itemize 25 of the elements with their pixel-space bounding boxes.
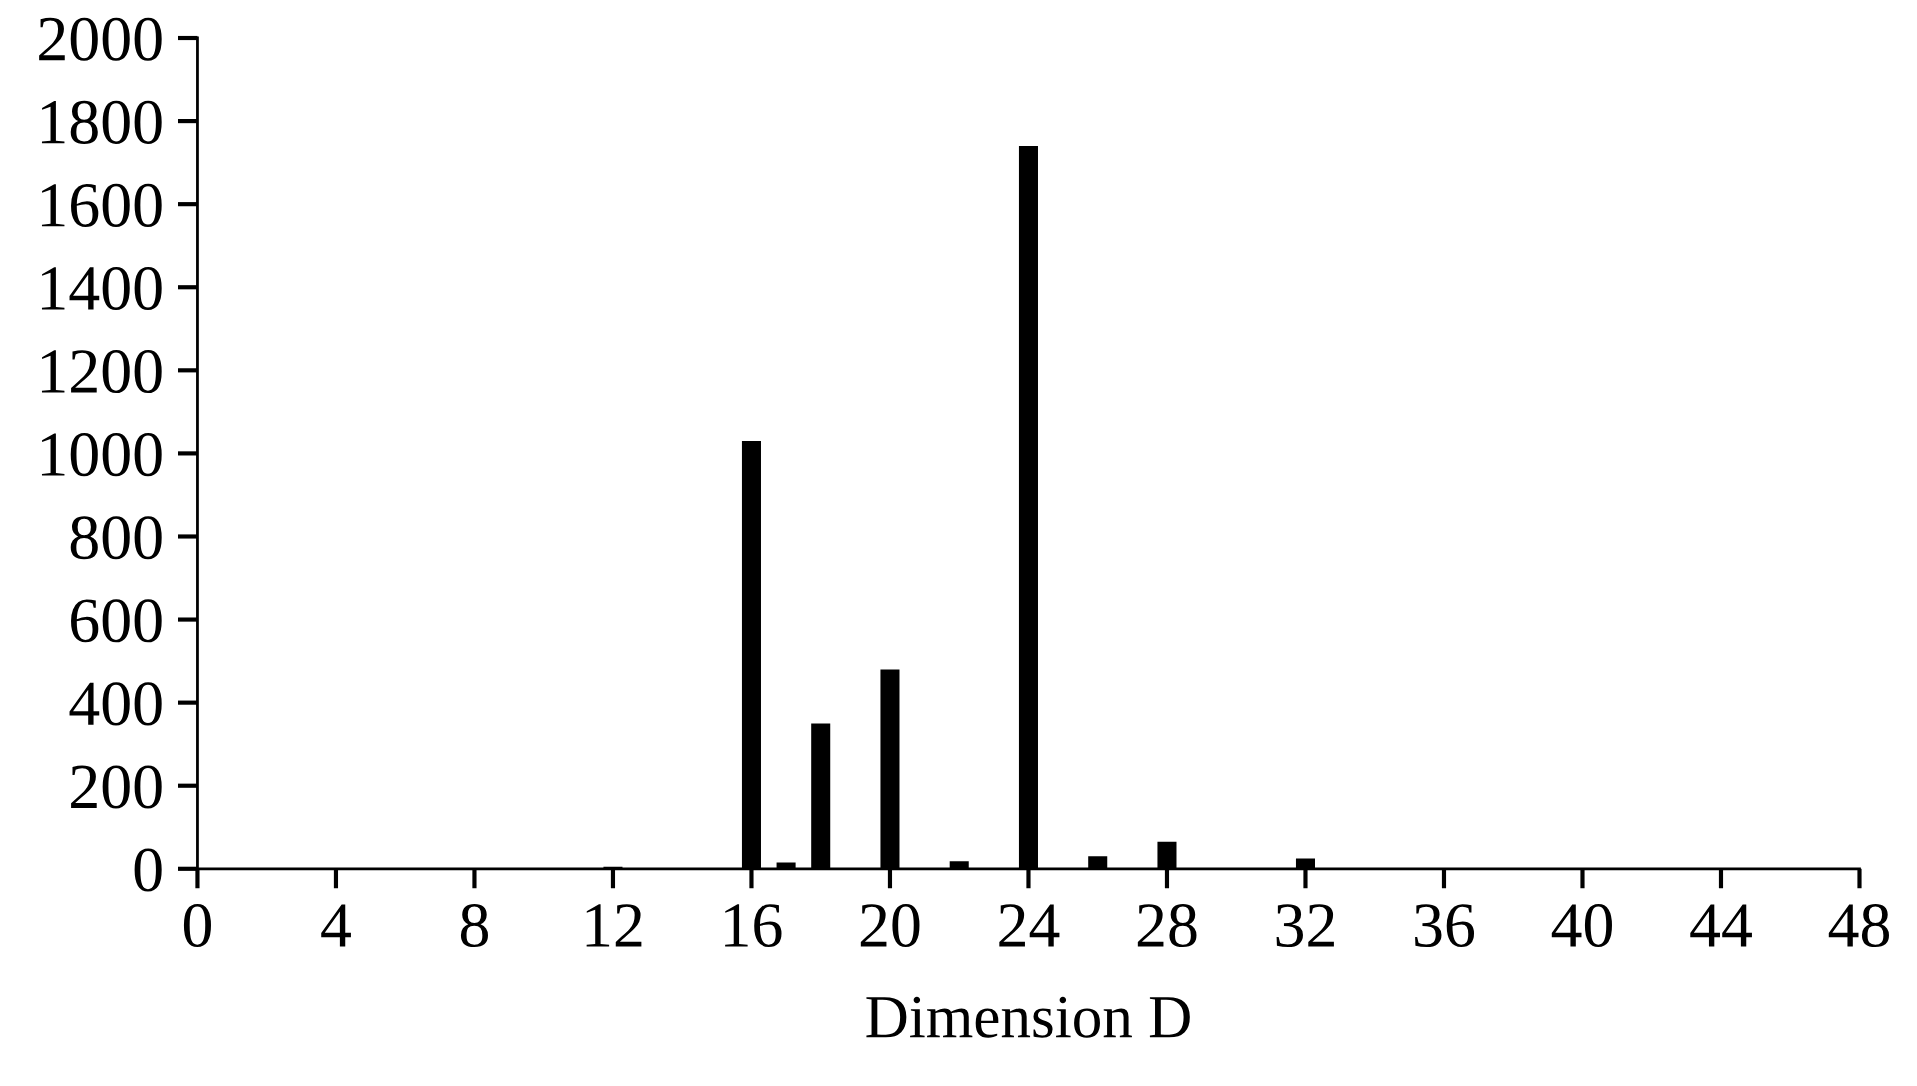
y-tick-label: 1600: [41, 183, 162, 227]
y-tick-label: 1400: [41, 266, 162, 311]
x-tick-label: 24: [999, 904, 1060, 947]
y-tick-label: 800: [70, 516, 162, 560]
y-tick-label: 1000: [41, 433, 162, 477]
x-tick-label: 4: [321, 904, 351, 947]
x-tick-label: 44: [1690, 904, 1752, 947]
x-tick-label: 40: [1551, 903, 1612, 948]
x-tick-label: 0: [183, 903, 211, 948]
x-tick-label: 28: [1137, 903, 1197, 948]
y-tick-label: 0: [134, 848, 162, 892]
y-tick-label: 1200: [41, 350, 162, 394]
x-tick-label: 48: [1828, 903, 1889, 948]
y-tick-label: 400: [69, 682, 162, 726]
x-axis-title: Dimension D: [866, 996, 1190, 1038]
x-tick-label: 32: [1276, 904, 1334, 948]
y-tick-label: 200: [71, 765, 162, 809]
y-tick-label: 1800: [41, 100, 162, 144]
x-tick-label: 36: [1415, 904, 1475, 948]
x-tick-label: 20: [860, 903, 920, 948]
y-tick-label: 2000: [39, 17, 162, 61]
x-tick-label: 16: [725, 904, 782, 948]
y-tick-label: 600: [71, 599, 162, 643]
x-tick-label: 8: [460, 903, 488, 948]
x-tick-label: 12: [586, 904, 642, 947]
